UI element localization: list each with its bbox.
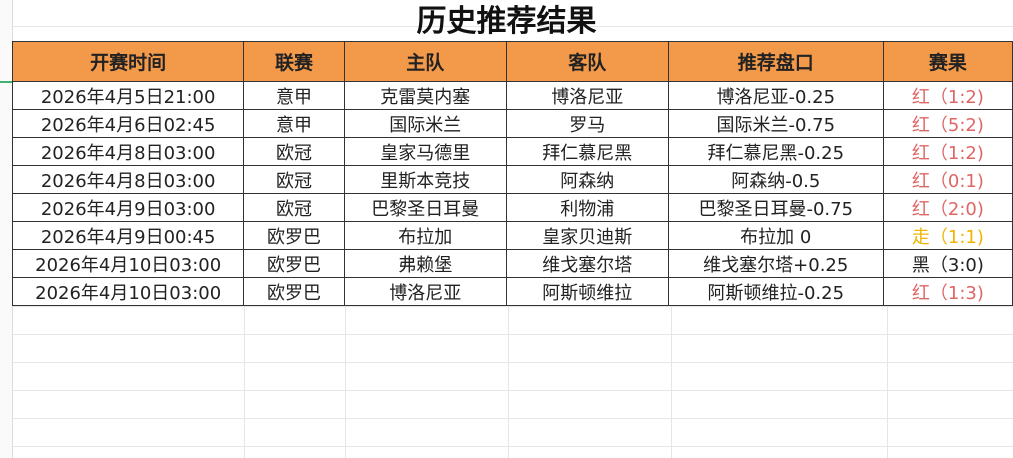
cell-home[interactable]: 博洛尼亚 bbox=[343, 277, 507, 306]
table-row: 2026年4月10日03:00 欧罗巴 弗赖堡 维戈塞尔塔 维戈塞尔塔+0.25 黑（3:… bbox=[11, 249, 1013, 278]
header-pick[interactable]: 推荐盘口 bbox=[667, 41, 884, 82]
cell-result[interactable]: 红（1:2) bbox=[882, 137, 1013, 166]
table-row: 2026年4月10日03:00 欧罗巴 博洛尼亚 阿斯顿维拉 阿斯顿维拉-0.25 红（1… bbox=[11, 277, 1013, 306]
cell-time[interactable]: 2026年4月9日03:00 bbox=[11, 193, 245, 222]
cell-time[interactable]: 2026年4月8日03:00 bbox=[11, 165, 245, 194]
cell-home[interactable]: 克雷莫内塞 bbox=[343, 81, 507, 110]
header-league[interactable]: 联赛 bbox=[243, 41, 345, 82]
cell-result[interactable]: 走（1:1) bbox=[882, 221, 1013, 250]
cell-away[interactable]: 阿森纳 bbox=[505, 165, 669, 194]
cell-pick[interactable]: 阿森纳-0.5 bbox=[667, 165, 884, 194]
cell-time[interactable]: 2026年4月8日03:00 bbox=[11, 137, 245, 166]
cell-pick[interactable]: 拜仁慕尼黑-0.25 bbox=[667, 137, 884, 166]
grid-line bbox=[244, 306, 245, 458]
cell-result[interactable]: 红（0:1) bbox=[882, 165, 1013, 194]
table-row: 2026年4月9日00:45 欧罗巴 布拉加 皇家贝迪斯 布拉加 0 走（1:1) bbox=[11, 221, 1013, 250]
header-home[interactable]: 主队 bbox=[343, 41, 507, 82]
cell-away[interactable]: 利物浦 bbox=[505, 193, 669, 222]
cell-home[interactable]: 国际米兰 bbox=[343, 109, 507, 138]
table-row: 2026年4月8日03:00 欧冠 里斯本竞技 阿森纳 阿森纳-0.5 红（0:1) bbox=[11, 165, 1013, 194]
cell-result[interactable]: 黑（3:0) bbox=[882, 249, 1013, 278]
cell-away[interactable]: 罗马 bbox=[505, 109, 669, 138]
cell-home[interactable]: 布拉加 bbox=[343, 221, 507, 250]
cell-home[interactable]: 皇家马德里 bbox=[343, 137, 507, 166]
cell-league[interactable]: 欧罗巴 bbox=[243, 277, 345, 306]
results-table: 开赛时间 联赛 主队 客队 推荐盘口 赛果 2026年4月5日21:00 意甲 克雷… bbox=[11, 41, 1013, 306]
cell-league[interactable]: 欧罗巴 bbox=[243, 249, 345, 278]
cell-result[interactable]: 红（1:3) bbox=[882, 277, 1013, 306]
cell-away[interactable]: 拜仁慕尼黑 bbox=[505, 137, 669, 166]
cell-away[interactable]: 博洛尼亚 bbox=[505, 81, 669, 110]
cell-league[interactable]: 欧罗巴 bbox=[243, 221, 345, 250]
grid-line bbox=[508, 306, 509, 458]
cell-time[interactable]: 2026年4月5日21:00 bbox=[11, 81, 245, 110]
cell-away[interactable]: 维戈塞尔塔 bbox=[505, 249, 669, 278]
cell-time[interactable]: 2026年4月10日03:00 bbox=[11, 249, 245, 278]
cell-home[interactable]: 巴黎圣日耳曼 bbox=[343, 193, 507, 222]
cell-result[interactable]: 红（5:2) bbox=[882, 109, 1013, 138]
grid-line bbox=[345, 306, 346, 458]
table-row: 2026年4月6日02:45 意甲 国际米兰 罗马 国际米兰-0.75 红（5:2) bbox=[11, 109, 1013, 138]
cell-time[interactable]: 2026年4月6日02:45 bbox=[11, 109, 245, 138]
table-row: 2026年4月5日21:00 意甲 克雷莫内塞 博洛尼亚 博洛尼亚-0.25 红（1:2) bbox=[11, 81, 1013, 110]
sheet-title: 历史推荐结果 bbox=[416, 4, 597, 39]
cell-time[interactable]: 2026年4月9日00:45 bbox=[11, 221, 245, 250]
cell-pick[interactable]: 巴黎圣日耳曼-0.75 bbox=[667, 193, 884, 222]
cell-league[interactable]: 意甲 bbox=[243, 81, 345, 110]
cell-league[interactable]: 欧冠 bbox=[243, 165, 345, 194]
table-row: 2026年4月8日03:00 欧冠 皇家马德里 拜仁慕尼黑 拜仁慕尼黑-0.25 红（1:… bbox=[11, 137, 1013, 166]
cell-pick[interactable]: 国际米兰-0.75 bbox=[667, 109, 884, 138]
cell-home[interactable]: 弗赖堡 bbox=[343, 249, 507, 278]
grid-line bbox=[671, 306, 672, 458]
header-result[interactable]: 赛果 bbox=[882, 41, 1013, 82]
table-row: 2026年4月9日03:00 欧冠 巴黎圣日耳曼 利物浦 巴黎圣日耳曼-0.75 红（2:… bbox=[11, 193, 1013, 222]
selection-indicator bbox=[0, 81, 14, 83]
cell-result[interactable]: 红（1:2) bbox=[882, 81, 1013, 110]
header-away[interactable]: 客队 bbox=[505, 41, 669, 82]
cell-league[interactable]: 欧冠 bbox=[243, 137, 345, 166]
header-row: 开赛时间 联赛 主队 客队 推荐盘口 赛果 bbox=[11, 41, 1013, 82]
cell-away[interactable]: 阿斯顿维拉 bbox=[505, 277, 669, 306]
cell-result[interactable]: 红（2:0) bbox=[882, 193, 1013, 222]
cell-home[interactable]: 里斯本竞技 bbox=[343, 165, 507, 194]
cell-time[interactable]: 2026年4月10日03:00 bbox=[11, 277, 245, 306]
header-time[interactable]: 开赛时间 bbox=[11, 41, 245, 82]
cell-league[interactable]: 意甲 bbox=[243, 109, 345, 138]
grid-line bbox=[887, 306, 888, 458]
cell-pick[interactable]: 博洛尼亚-0.25 bbox=[667, 81, 884, 110]
cell-pick[interactable]: 布拉加 0 bbox=[667, 221, 884, 250]
cell-pick[interactable]: 维戈塞尔塔+0.25 bbox=[667, 249, 884, 278]
cell-league[interactable]: 欧冠 bbox=[243, 193, 345, 222]
cell-away[interactable]: 皇家贝迪斯 bbox=[505, 221, 669, 250]
cell-pick[interactable]: 阿斯顿维拉-0.25 bbox=[667, 277, 884, 306]
